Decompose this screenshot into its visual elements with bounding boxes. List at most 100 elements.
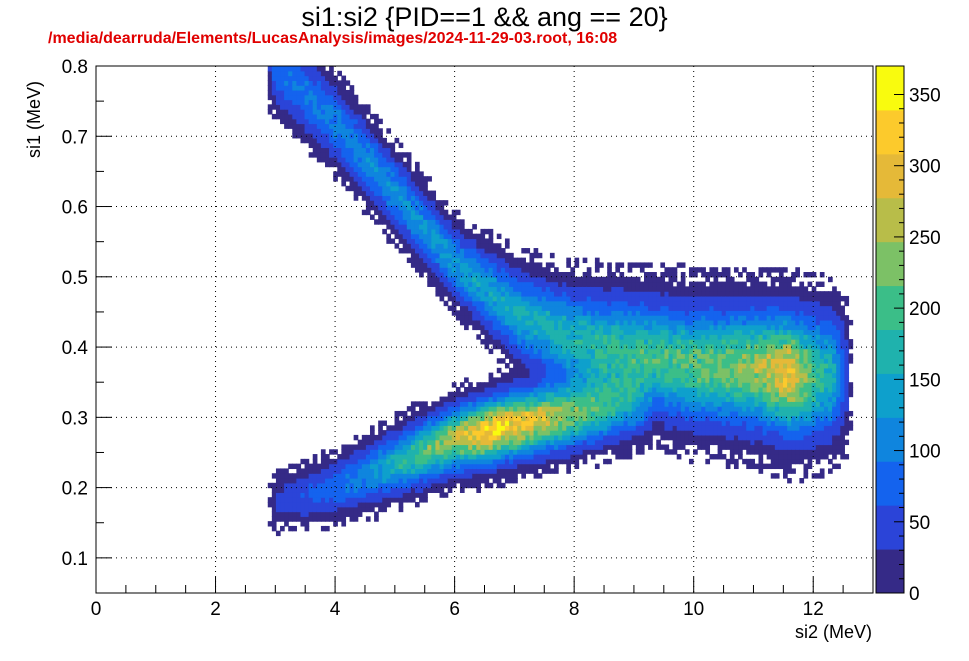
heatmap-cell <box>578 358 584 364</box>
heatmap-cell <box>627 382 633 388</box>
heatmap-cell <box>496 425 502 431</box>
heatmap-cell <box>656 415 661 422</box>
heatmap-cell <box>541 267 547 273</box>
heatmap-cell <box>709 291 715 297</box>
heatmap-cell <box>623 286 629 292</box>
heatmap-cell <box>603 425 608 431</box>
heatmap-cell <box>316 501 322 508</box>
heatmap-cell <box>660 386 666 393</box>
heatmap-cell <box>476 478 482 484</box>
heatmap-cell <box>709 319 715 326</box>
heatmap-cell <box>594 324 600 331</box>
heatmap-cell <box>635 305 641 311</box>
heatmap-cell <box>774 358 780 364</box>
heatmap-cell <box>586 439 592 446</box>
heatmap-cell <box>623 281 629 287</box>
heatmap-cell <box>529 439 535 446</box>
heatmap-cell <box>684 425 690 431</box>
heatmap-cell <box>357 478 363 484</box>
heatmap-cell <box>791 458 796 465</box>
heatmap-cell <box>643 391 649 398</box>
heatmap-cell <box>664 391 670 398</box>
heatmap-cell <box>631 262 637 268</box>
heatmap-cell <box>353 128 359 134</box>
heatmap-cell <box>496 420 502 426</box>
heatmap-cell <box>414 262 420 268</box>
heatmap-cell <box>729 377 735 383</box>
heatmap-cell <box>693 425 698 431</box>
heatmap-cell <box>345 166 351 172</box>
heatmap-cell <box>504 329 510 335</box>
heatmap-cell <box>750 439 756 446</box>
heatmap-cell <box>717 358 723 364</box>
heatmap-cell <box>648 281 653 287</box>
heatmap-cell <box>423 449 428 455</box>
heatmap-cell <box>333 473 338 479</box>
heatmap-cell <box>643 358 649 364</box>
heatmap-cell <box>766 324 772 331</box>
heatmap-cell <box>725 300 731 307</box>
heatmap-cell <box>578 315 584 321</box>
heatmap-cell <box>280 99 285 105</box>
heatmap-cell <box>688 324 694 331</box>
heatmap-cell <box>345 99 351 105</box>
heatmap-cell <box>374 219 379 225</box>
heatmap-cell <box>394 204 400 211</box>
heatmap-cell <box>578 382 584 388</box>
heatmap-cell <box>787 454 792 460</box>
heatmap-cell <box>725 430 731 436</box>
heatmap-cell <box>668 295 674 302</box>
heatmap-cell <box>787 468 792 474</box>
heatmap-cell <box>750 386 756 393</box>
heatmap-cell <box>378 118 383 125</box>
heatmap-cell <box>631 353 637 359</box>
heatmap-cell <box>656 410 661 417</box>
heatmap-cell <box>611 329 616 335</box>
heatmap-cell <box>660 281 666 287</box>
heatmap-cell <box>398 152 404 158</box>
heatmap-cell <box>390 214 396 220</box>
heatmap-cell <box>652 291 657 297</box>
heatmap-cell <box>271 85 277 91</box>
heatmap-cell <box>639 377 645 383</box>
heatmap-cell <box>586 281 592 287</box>
heatmap-cell <box>459 228 465 235</box>
heatmap-cell <box>484 401 490 407</box>
heatmap-cell <box>701 444 706 450</box>
heatmap-cell <box>378 157 383 163</box>
heatmap-cell <box>337 152 342 158</box>
heatmap-cell <box>750 420 756 426</box>
heatmap-cell <box>554 286 559 292</box>
heatmap-cell <box>676 386 682 393</box>
heatmap-cell <box>770 291 776 297</box>
heatmap-cell <box>333 516 338 522</box>
heatmap-cell <box>292 525 297 532</box>
heatmap-cell <box>423 262 428 268</box>
heatmap-cell <box>427 248 432 254</box>
heatmap-cell <box>533 267 539 273</box>
heatmap-cell <box>406 420 412 426</box>
heatmap-cell <box>631 396 637 402</box>
heatmap-cell <box>329 473 334 479</box>
heatmap-cell <box>435 200 441 206</box>
heatmap-cell <box>357 137 363 144</box>
heatmap-cell <box>562 324 567 331</box>
heatmap-cell <box>623 358 629 364</box>
heatmap-cell <box>648 262 653 268</box>
heatmap-cell <box>746 434 751 441</box>
heatmap-cell <box>676 377 682 383</box>
heatmap-cell <box>590 339 596 345</box>
heatmap-cell <box>459 444 465 450</box>
heatmap-cell <box>754 391 760 398</box>
heatmap-cell <box>386 473 392 479</box>
heatmap-cell <box>603 420 608 426</box>
heatmap-cell <box>664 286 670 292</box>
heatmap-cell <box>292 492 297 498</box>
heatmap-cell <box>492 291 498 297</box>
heatmap-cell <box>525 300 531 307</box>
heatmap-cell <box>459 248 465 254</box>
heatmap-cell <box>480 478 486 484</box>
heatmap-cell <box>357 176 363 182</box>
heatmap-cell <box>648 401 653 407</box>
heatmap-cell <box>451 391 457 398</box>
